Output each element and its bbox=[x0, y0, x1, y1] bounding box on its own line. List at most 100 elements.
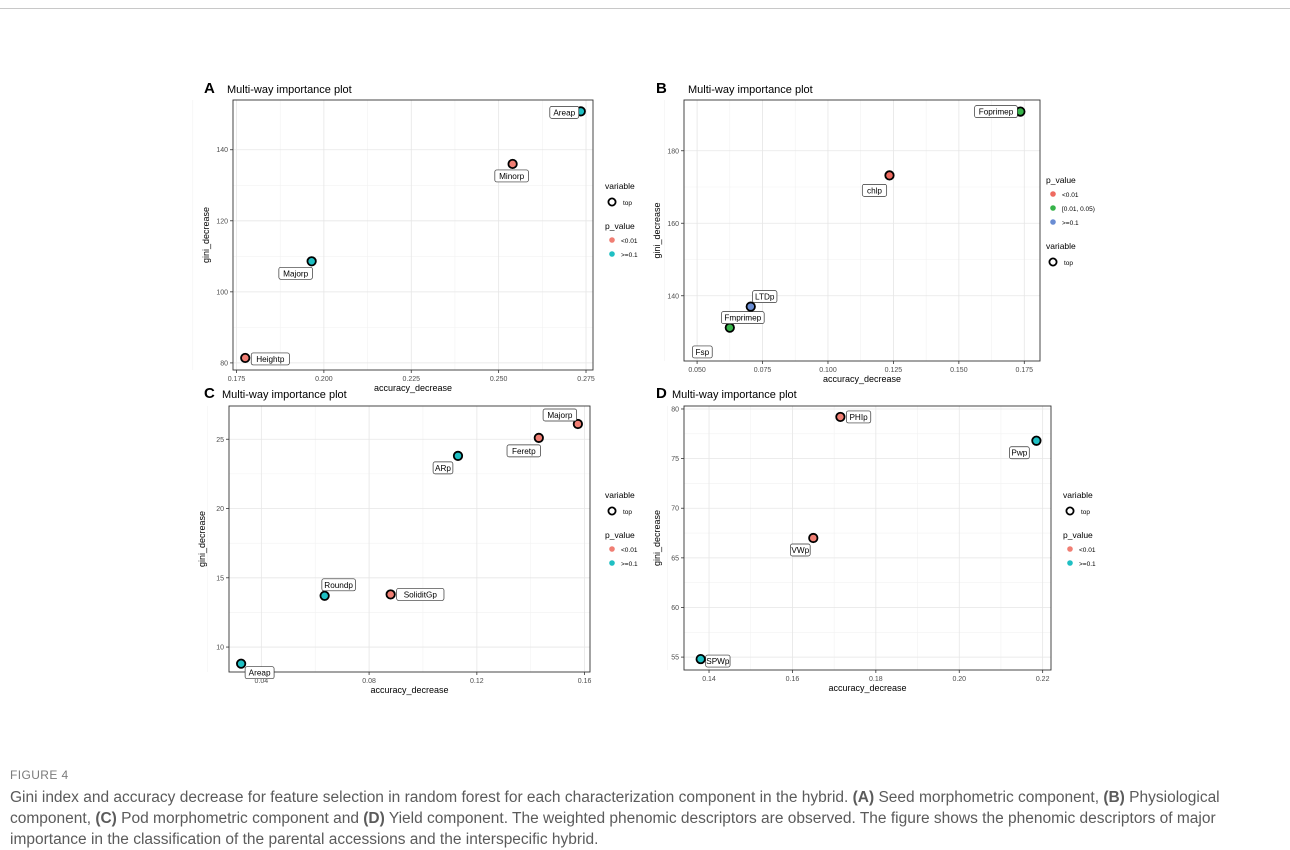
point-label-box bbox=[705, 654, 731, 668]
plot-border bbox=[683, 99, 1041, 362]
caption-text-run: Yield component. The weighted phenomic d… bbox=[10, 810, 1216, 848]
point-label: Heightp bbox=[250, 352, 290, 366]
point-label-text: Foprimep bbox=[979, 108, 1014, 117]
x-axis-title: accuracy_decrease bbox=[823, 374, 901, 384]
legend-item-label: >=0.1 bbox=[621, 252, 638, 259]
legend-title-p-value: p_value bbox=[1063, 530, 1093, 540]
panel-letter: D bbox=[656, 385, 667, 402]
legend-key-color bbox=[609, 237, 615, 243]
panel-B: B Multi-way importance plot 0.050 0.075 0.10… bbox=[652, 80, 1095, 384]
plot-area bbox=[684, 406, 1051, 670]
plot-title: Multi-way importance plot bbox=[688, 84, 813, 96]
caption-text-run: Physiological component, bbox=[10, 789, 1220, 827]
x-tick-label: 0.16 bbox=[786, 676, 800, 683]
point-label: ARp bbox=[432, 461, 454, 475]
legend-item-label: >=0.1 bbox=[621, 561, 638, 568]
y-axis-title: gini_decrease bbox=[652, 202, 662, 258]
panel-letter: C bbox=[204, 385, 215, 402]
point-label-text: SoliditGp bbox=[404, 590, 438, 599]
data-point bbox=[1031, 435, 1042, 446]
caption-text-run: Pod morphometric component and bbox=[116, 810, 364, 827]
x-tick-label: 0.04 bbox=[255, 678, 269, 685]
y-tick-label: 120 bbox=[216, 218, 228, 225]
legend-key-color bbox=[1050, 191, 1056, 197]
x-tick-label: 0.050 bbox=[688, 367, 706, 374]
point-label: chlp bbox=[861, 184, 888, 197]
figure-caption-text: Gini index and accuracy decrease for fea… bbox=[10, 787, 1260, 850]
point-label-text: Fmprimep bbox=[724, 314, 761, 323]
x-tick-label: 0.08 bbox=[362, 678, 376, 685]
point-label-box bbox=[321, 578, 356, 592]
y-tick-label: 140 bbox=[667, 293, 679, 300]
y-tick-label: 55 bbox=[671, 655, 679, 662]
point-label-box bbox=[278, 266, 313, 280]
x-tick-label: 0.250 bbox=[490, 376, 508, 383]
figure-charts: A Multi-way importance plot 0.175 0.200 0.22… bbox=[192, 80, 1096, 695]
y-tick-label: 180 bbox=[667, 148, 679, 155]
legend-item-label: [0.01, 0.05) bbox=[1062, 206, 1095, 213]
x-tick-label: 0.225 bbox=[402, 376, 420, 383]
y-tick-label: 65 bbox=[671, 555, 679, 562]
legend-key-color bbox=[1050, 219, 1056, 225]
point-label: VWp bbox=[790, 543, 811, 557]
plot-title: Multi-way importance plot bbox=[672, 389, 797, 401]
caption-panel-ref: (C) bbox=[95, 810, 117, 827]
plot-border bbox=[228, 405, 591, 673]
point-label: SPWp bbox=[705, 654, 731, 668]
point-label-text: Minorp bbox=[499, 172, 524, 181]
data-point bbox=[319, 590, 330, 601]
point-label-text: PHIp bbox=[849, 413, 868, 422]
point-label: Feretp bbox=[506, 444, 541, 458]
legend-title-variable: variable bbox=[1063, 490, 1093, 500]
data-point bbox=[572, 418, 583, 430]
point-label-box bbox=[1009, 446, 1030, 460]
data-point bbox=[236, 658, 247, 669]
point-label-text: Majorp bbox=[547, 411, 572, 420]
panel-letter: B bbox=[656, 80, 667, 97]
point-label-text: ARp bbox=[435, 464, 451, 473]
y-tick-label: 160 bbox=[667, 221, 679, 228]
data-point bbox=[745, 301, 756, 312]
y-tick-label: 15 bbox=[216, 575, 224, 582]
data-point bbox=[884, 170, 895, 181]
point-label-box bbox=[692, 345, 713, 359]
legend-key-color bbox=[609, 560, 615, 566]
caption-panel-ref: (B) bbox=[1103, 789, 1125, 806]
legend-item-label: top bbox=[1064, 260, 1073, 267]
legend-key-top bbox=[607, 506, 617, 516]
point-label-text: Pwp bbox=[1011, 449, 1027, 458]
point-label: Minorp bbox=[494, 169, 529, 183]
data-point bbox=[306, 256, 317, 267]
y-tick-label: 75 bbox=[671, 456, 679, 463]
point-label: Pwp bbox=[1009, 446, 1030, 460]
point-label: SoliditGp bbox=[396, 588, 445, 601]
legend-title-p-value: p_value bbox=[605, 530, 635, 540]
y-axis-title: gini_decrease bbox=[652, 510, 662, 566]
caption-text-run: Gini index and accuracy decrease for fea… bbox=[10, 789, 853, 806]
x-tick-label: 0.175 bbox=[1016, 367, 1034, 374]
point-label: Foprimep bbox=[974, 105, 1018, 118]
x-tick-label: 0.075 bbox=[754, 367, 772, 374]
plot-border bbox=[683, 405, 1052, 671]
x-axis-title: accuracy_decrease bbox=[370, 685, 448, 695]
point-label-text: Areap bbox=[553, 108, 575, 117]
legend-key-color bbox=[609, 546, 615, 552]
point-label-text: Feretp bbox=[512, 447, 536, 456]
x-tick-label: 0.150 bbox=[950, 367, 968, 374]
point-label-text: SPWp bbox=[706, 657, 730, 666]
point-label: Majorp bbox=[542, 408, 578, 422]
legend-key-color bbox=[1067, 560, 1073, 566]
plot-area bbox=[233, 100, 593, 370]
top-divider bbox=[0, 8, 1290, 9]
caption-panel-ref: (D) bbox=[363, 810, 385, 827]
y-tick-label: 140 bbox=[216, 147, 228, 154]
y-axis-title: gini_decrease bbox=[201, 207, 211, 263]
legend-item-label: <0.01 bbox=[621, 547, 638, 554]
plot-border bbox=[232, 99, 594, 371]
y-tick-label: 20 bbox=[216, 506, 224, 513]
legend-key-top bbox=[1048, 257, 1058, 267]
figure-caption: FIGURE 4 Gini index and accuracy decreas… bbox=[10, 768, 1260, 850]
x-tick-label: 0.16 bbox=[578, 678, 592, 685]
y-tick-label: 80 bbox=[671, 406, 679, 413]
